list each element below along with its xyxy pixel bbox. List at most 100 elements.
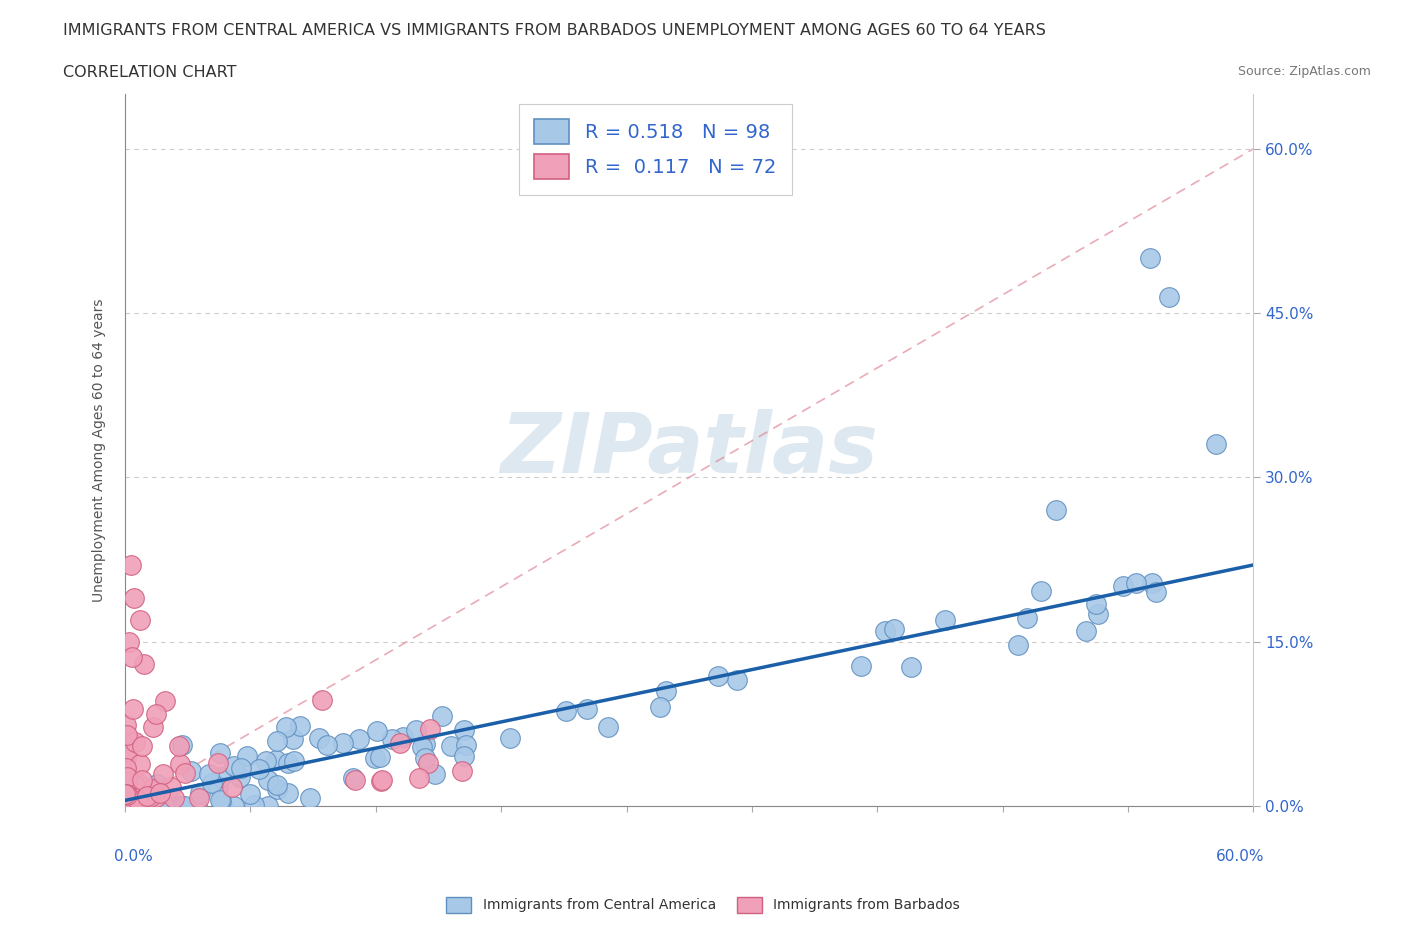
Point — [1144, 585, 1167, 600]
Point — [163, 790, 186, 805]
Point — [153, 694, 176, 709]
Point — [207, 778, 229, 793]
Point — [371, 773, 394, 788]
Point — [281, 731, 304, 746]
Point — [1087, 607, 1109, 622]
Point — [125, 784, 148, 799]
Point — [162, 799, 184, 814]
Point — [186, 799, 208, 814]
Point — [120, 790, 142, 805]
Point — [413, 737, 436, 751]
Point — [423, 766, 446, 781]
Point — [157, 799, 180, 814]
Point — [231, 761, 253, 776]
Point — [209, 792, 232, 807]
Point — [114, 797, 136, 812]
Point — [411, 739, 433, 754]
Point — [121, 793, 143, 808]
Point — [849, 658, 872, 673]
Point — [129, 612, 152, 627]
Point — [115, 717, 138, 732]
Point — [141, 784, 163, 799]
Point — [288, 718, 311, 733]
Point — [121, 789, 143, 804]
Point — [381, 731, 404, 746]
Point — [224, 759, 246, 774]
Point — [115, 793, 138, 808]
Point — [277, 785, 299, 800]
Point — [1157, 289, 1180, 304]
Point — [453, 749, 475, 764]
Point — [115, 777, 138, 791]
Point — [155, 799, 177, 814]
Point — [170, 737, 193, 752]
Point — [187, 790, 209, 805]
Legend: Immigrants from Central America, Immigrants from Barbados: Immigrants from Central America, Immigra… — [441, 891, 965, 919]
Point — [1007, 638, 1029, 653]
Point — [342, 770, 364, 785]
Point — [117, 728, 139, 743]
Point — [138, 790, 160, 804]
Point — [114, 787, 136, 802]
Point — [127, 787, 149, 802]
Point — [135, 790, 157, 804]
Point — [207, 755, 229, 770]
Point — [883, 621, 905, 636]
Point — [114, 794, 136, 809]
Point — [128, 792, 150, 807]
Point — [188, 786, 211, 801]
Point — [498, 730, 520, 745]
Point — [170, 799, 193, 814]
Point — [146, 777, 169, 791]
Point — [124, 779, 146, 794]
Point — [554, 704, 576, 719]
Point — [451, 764, 474, 778]
Point — [142, 799, 165, 814]
Point — [1139, 251, 1161, 266]
Point — [366, 724, 388, 738]
Point — [121, 649, 143, 664]
Point — [389, 736, 412, 751]
Point — [117, 788, 139, 803]
Point — [115, 751, 138, 765]
Point — [169, 756, 191, 771]
Point — [209, 794, 232, 809]
Point — [118, 784, 141, 799]
Point — [152, 766, 174, 781]
Point — [440, 739, 463, 754]
Point — [725, 672, 748, 687]
Point — [655, 684, 678, 698]
Point — [114, 761, 136, 776]
Point — [180, 764, 202, 778]
Point — [128, 757, 150, 772]
Point — [124, 778, 146, 793]
Point — [145, 707, 167, 722]
Point — [115, 789, 138, 804]
Point — [243, 797, 266, 812]
Point — [127, 793, 149, 808]
Point — [308, 730, 330, 745]
Point — [136, 789, 159, 804]
Point — [239, 787, 262, 802]
Point — [418, 756, 440, 771]
Point — [254, 753, 277, 768]
Point — [576, 702, 599, 717]
Point — [266, 734, 288, 749]
Point — [707, 668, 730, 683]
Point — [648, 699, 671, 714]
Legend: R = 0.518   N = 98, R =  0.117   N = 72: R = 0.518 N = 98, R = 0.117 N = 72 — [519, 104, 792, 194]
Point — [283, 753, 305, 768]
Point — [257, 773, 280, 788]
Point — [174, 765, 197, 780]
Point — [136, 799, 159, 814]
Point — [598, 719, 620, 734]
Point — [128, 777, 150, 792]
Point — [121, 797, 143, 812]
Point — [264, 752, 287, 767]
Point — [131, 738, 153, 753]
Point — [120, 557, 142, 572]
Point — [163, 799, 186, 814]
Point — [1112, 578, 1135, 593]
Point — [1029, 583, 1052, 598]
Point — [1125, 576, 1147, 591]
